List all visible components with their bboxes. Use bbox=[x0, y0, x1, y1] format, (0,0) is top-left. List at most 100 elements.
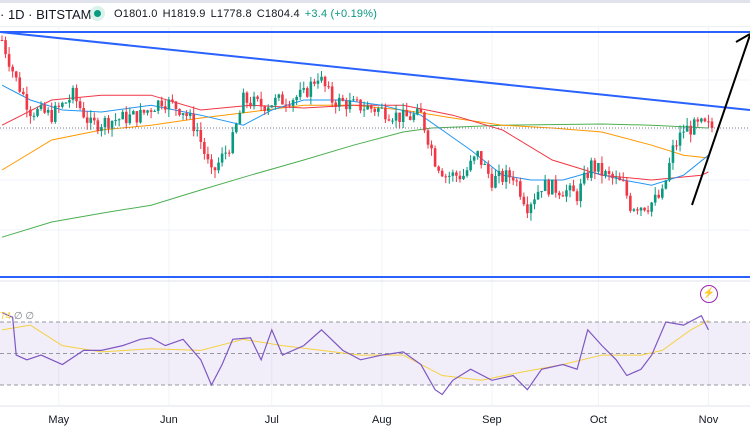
candle-body bbox=[600, 163, 604, 176]
ohlc-values: O1801.0 H1819.9 L1778.8 C1804.4 +3.4 (+0.19%… bbox=[114, 8, 382, 20]
candle-body bbox=[174, 101, 178, 109]
candle-body bbox=[668, 162, 671, 181]
candle-body bbox=[50, 109, 53, 122]
candle-body bbox=[405, 110, 408, 117]
candle-body bbox=[519, 181, 522, 197]
candle-body bbox=[547, 180, 550, 195]
candle-body bbox=[75, 87, 78, 102]
candle-body bbox=[387, 119, 391, 121]
candle-body bbox=[636, 209, 639, 211]
candle-body bbox=[334, 102, 337, 107]
candle-body bbox=[550, 179, 554, 195]
candle-body bbox=[82, 107, 85, 118]
time-label: Jun bbox=[159, 414, 178, 426]
candle-body bbox=[284, 104, 288, 106]
candle-body bbox=[355, 99, 359, 101]
candle-body bbox=[621, 180, 625, 182]
projection-arrow bbox=[691, 34, 750, 206]
candle-body bbox=[440, 170, 444, 177]
candle-body bbox=[139, 109, 142, 123]
candle-body bbox=[554, 179, 558, 193]
ma-long-line bbox=[1, 123, 709, 238]
symbol-interval-exchange[interactable]: · 1D · BITSTAMP bbox=[0, 7, 101, 22]
ma-slow-line bbox=[1, 104, 709, 171]
candle-body bbox=[700, 118, 703, 122]
candle-body bbox=[419, 108, 423, 113]
candle-body bbox=[384, 107, 387, 120]
candle-body bbox=[238, 112, 242, 124]
candle-body bbox=[543, 180, 547, 192]
time-label: Aug bbox=[372, 414, 392, 426]
candle-body bbox=[565, 190, 568, 197]
candle-body bbox=[263, 106, 266, 111]
candle-body bbox=[14, 71, 18, 78]
candle-body bbox=[710, 121, 714, 128]
candle-body bbox=[366, 105, 369, 110]
rsi-line bbox=[1, 312, 709, 396]
candle-body bbox=[309, 81, 313, 97]
arrow-head bbox=[735, 33, 750, 43]
candle-body bbox=[217, 162, 220, 171]
candle-body bbox=[380, 107, 384, 109]
candle-body bbox=[377, 108, 380, 112]
candle-body bbox=[128, 114, 132, 124]
candle-body bbox=[540, 191, 543, 193]
candle-body bbox=[487, 164, 490, 174]
candle-body bbox=[11, 66, 14, 72]
candle-body bbox=[462, 175, 465, 180]
candle-body bbox=[352, 99, 355, 101]
candle-body bbox=[235, 123, 238, 133]
candle-body bbox=[7, 54, 11, 67]
candle-body bbox=[359, 99, 362, 111]
candle-body bbox=[504, 170, 508, 182]
close-value: C1804.4 bbox=[256, 8, 300, 20]
top-border bbox=[0, 0, 750, 3]
candle-body bbox=[373, 108, 377, 112]
candle-body bbox=[479, 151, 483, 165]
candle-body bbox=[316, 80, 320, 84]
candle-body bbox=[0, 40, 4, 41]
candle-body bbox=[657, 194, 661, 198]
candle-body bbox=[245, 92, 249, 103]
market-status-dot[interactable] bbox=[94, 10, 101, 17]
candle-body bbox=[22, 91, 25, 95]
candle-body bbox=[277, 94, 281, 98]
candle-body bbox=[625, 180, 629, 196]
candle-body bbox=[692, 119, 696, 135]
candle-body bbox=[451, 172, 455, 176]
candle-body bbox=[320, 76, 323, 81]
candle-body bbox=[57, 105, 61, 107]
candle-body bbox=[146, 110, 149, 113]
candle-body bbox=[53, 105, 57, 122]
candle-body bbox=[391, 120, 394, 122]
candle-body bbox=[533, 199, 536, 205]
candle-body bbox=[426, 130, 430, 145]
candle-body bbox=[313, 81, 316, 84]
candle-body bbox=[469, 160, 472, 171]
candle-body bbox=[572, 185, 575, 192]
candle-body bbox=[416, 108, 419, 115]
candle-body bbox=[586, 172, 590, 178]
candle-body bbox=[643, 207, 646, 211]
candle-body bbox=[430, 144, 433, 149]
candle-body bbox=[433, 148, 437, 167]
descending-trendline bbox=[0, 31, 750, 111]
candle-body bbox=[266, 107, 270, 111]
candle-body bbox=[330, 86, 334, 103]
candle-body bbox=[96, 120, 100, 132]
lightning-icon[interactable]: ⚡ bbox=[700, 285, 718, 303]
candle-body bbox=[501, 170, 504, 182]
time-label: Sep bbox=[482, 414, 502, 426]
candle-body bbox=[685, 125, 689, 132]
candle-body bbox=[135, 111, 139, 123]
candle-body bbox=[437, 166, 440, 171]
candle-body bbox=[71, 87, 75, 100]
candle-body bbox=[646, 210, 650, 212]
candle-body bbox=[107, 117, 110, 129]
candle-body bbox=[68, 99, 71, 103]
candle-body bbox=[536, 191, 540, 200]
candle-body bbox=[423, 112, 426, 131]
candle-body bbox=[291, 100, 295, 106]
candle-body bbox=[568, 185, 572, 191]
